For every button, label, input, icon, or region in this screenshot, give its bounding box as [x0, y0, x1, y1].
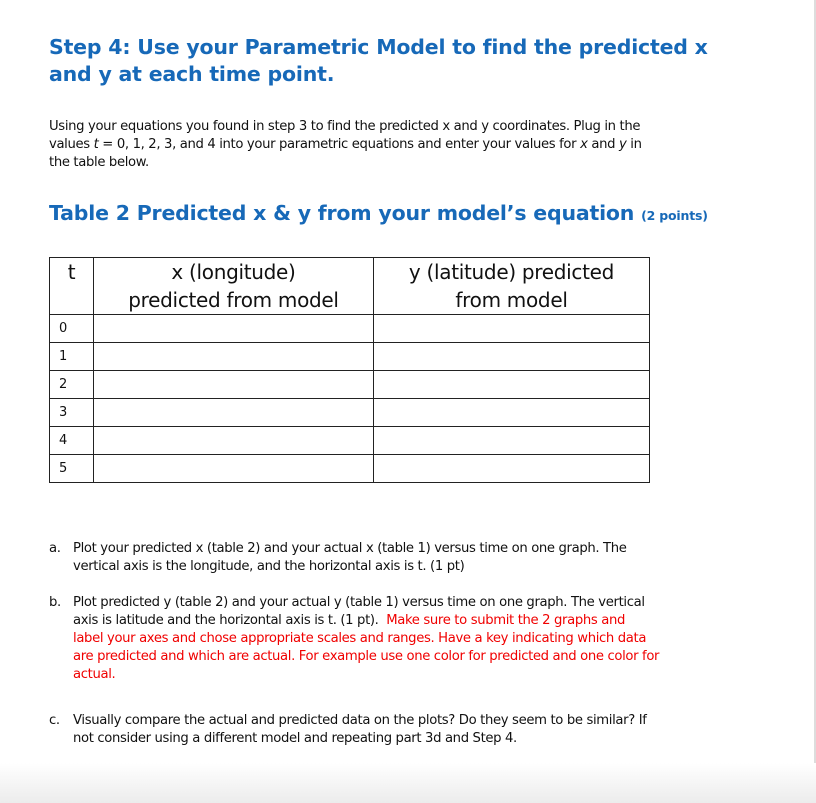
- text: in: [626, 137, 642, 152]
- item-label: c.: [49, 713, 60, 728]
- header-t: t: [49, 257, 94, 315]
- emphasis-text: Make sure to submit the 2 graphs and: [378, 613, 626, 628]
- cell-x[interactable]: [93, 370, 374, 399]
- item-line: Visually compare the actual and predicte…: [73, 713, 647, 728]
- points-label: (2 points): [641, 208, 708, 223]
- cell-x[interactable]: [93, 454, 374, 483]
- table-row: 0: [49, 314, 650, 343]
- cell-x[interactable]: [93, 426, 374, 455]
- table-row: 1: [49, 342, 650, 371]
- text: = 0, 1, 2, 3, and 4 into your parametric…: [98, 137, 581, 152]
- header-x: x (longitude) predicted from model: [93, 257, 374, 315]
- item-body: Plot predicted y (table 2) and your actu…: [73, 594, 659, 684]
- cell-x[interactable]: [93, 342, 374, 371]
- cell-y[interactable]: [373, 370, 650, 399]
- cell-y[interactable]: [373, 398, 650, 427]
- var-y: y: [619, 137, 627, 152]
- step-heading: Step 4: Use your Parametric Model to fin…: [49, 34, 708, 88]
- header-text: x (longitude): [171, 260, 296, 284]
- emphasis-line: are predicted and which are actual. For …: [73, 649, 660, 664]
- cell-t: 0: [49, 314, 94, 343]
- cell-y[interactable]: [373, 342, 650, 371]
- item-body: Plot your predicted x (table 2) and your…: [73, 540, 627, 576]
- table-row: 2: [49, 370, 650, 399]
- table-row: 4: [49, 426, 650, 455]
- item-line: Plot predicted y (table 2) and your actu…: [73, 595, 645, 610]
- header-text: t: [67, 260, 76, 284]
- var-x: x: [580, 137, 588, 152]
- table-row: 3: [49, 398, 650, 427]
- paragraph-line: the table below.: [49, 155, 149, 170]
- heading-line: and y at each time point.: [49, 62, 335, 86]
- header-text: from model: [455, 288, 568, 312]
- emphasis-line: label your axes and chose appropriate sc…: [73, 631, 647, 646]
- header-text: predicted from model: [128, 288, 339, 312]
- cell-y[interactable]: [373, 454, 650, 483]
- cell-t: 1: [49, 342, 94, 371]
- cell-x[interactable]: [93, 314, 374, 343]
- page-edge: [814, 0, 816, 803]
- cell-t: 4: [49, 426, 94, 455]
- emphasis-line: actual.: [73, 667, 116, 682]
- item-line: axis is latitude and the horizontal axis…: [73, 612, 659, 630]
- item-line: Plot your predicted x (table 2) and your…: [73, 541, 627, 556]
- item-body: Visually compare the actual and predicte…: [73, 712, 647, 748]
- instructions-paragraph: Using your equations you found in step 3…: [49, 118, 642, 172]
- header-y: y (latitude) predicted from model: [373, 257, 650, 315]
- page-bottom-shadow: [0, 763, 816, 803]
- item-line: vertical axis is the longitude, and the …: [73, 559, 465, 574]
- table-title: Table 2 Predicted x & y from your model’…: [49, 201, 708, 225]
- cell-x[interactable]: [93, 398, 374, 427]
- item-label: b.: [49, 595, 61, 610]
- cell-t: 2: [49, 370, 94, 399]
- predicted-table: t x (longitude) predicted from model y (l…: [49, 257, 650, 483]
- cell-y[interactable]: [373, 314, 650, 343]
- text: values: [49, 137, 94, 152]
- table-row: 5: [49, 454, 650, 483]
- text: and: [587, 137, 619, 152]
- header-text: y (latitude) predicted: [408, 260, 615, 284]
- cell-y[interactable]: [373, 426, 650, 455]
- item-line: not consider using a different model and…: [73, 731, 517, 746]
- table-header-row: t x (longitude) predicted from model y (l…: [49, 257, 650, 315]
- paragraph-line: Using your equations you found in step 3…: [49, 119, 641, 134]
- table-title-text: Table 2 Predicted x & y from your model’…: [49, 201, 635, 225]
- var-t: t: [93, 137, 99, 152]
- item-label: a.: [49, 541, 61, 556]
- cell-t: 3: [49, 398, 94, 427]
- cell-t: 5: [49, 454, 94, 483]
- heading-line: Step 4: Use your Parametric Model to fin…: [49, 35, 708, 59]
- paragraph-line: values t = 0, 1, 2, 3, and 4 into your p…: [49, 136, 642, 154]
- text: axis is latitude and the horizontal axis…: [73, 613, 379, 628]
